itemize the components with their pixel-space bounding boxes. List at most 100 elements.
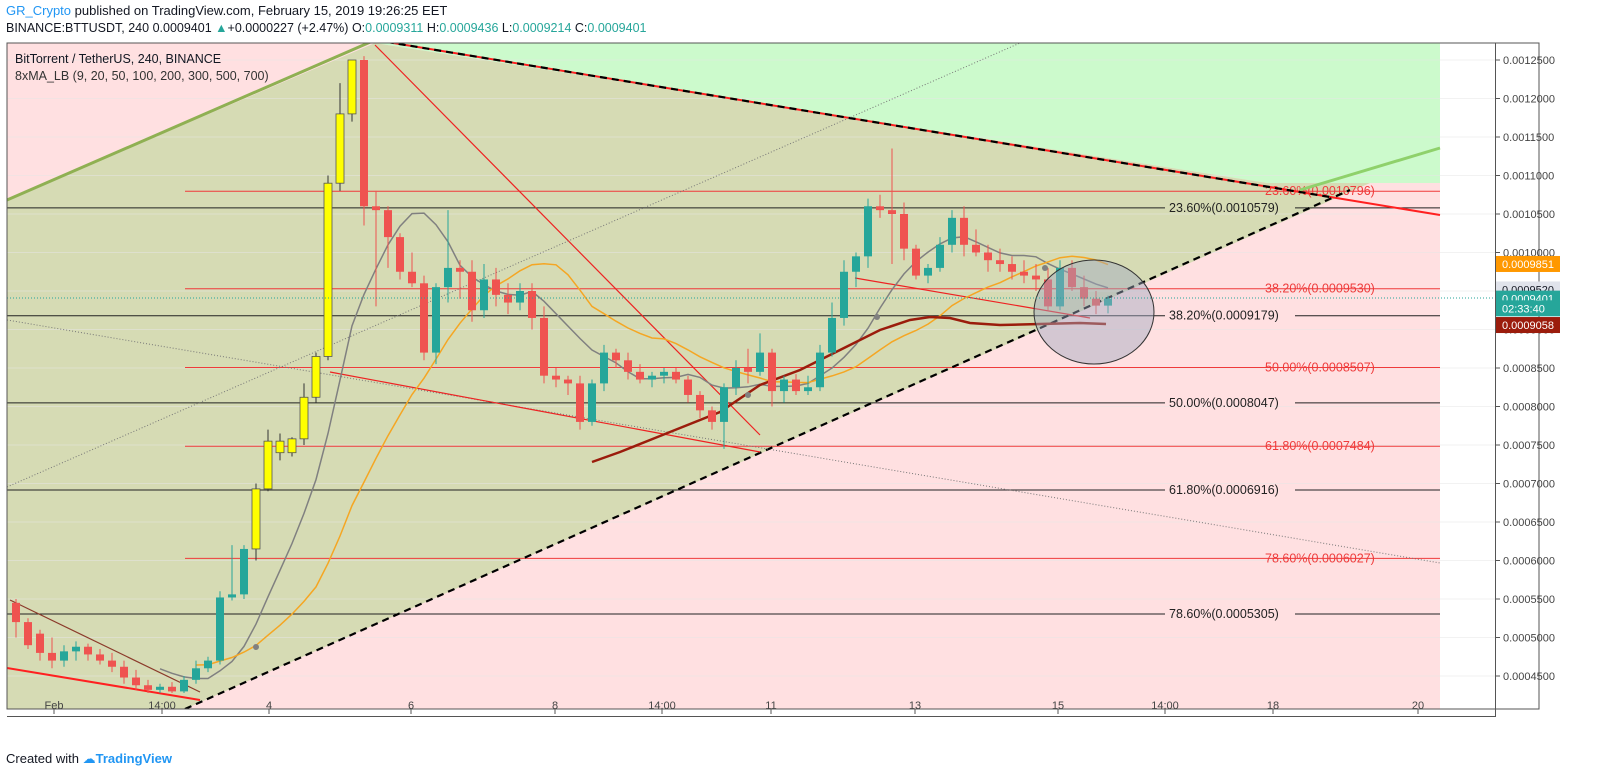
candle-body [299, 396, 309, 440]
ma50-line [591, 315, 1107, 464]
candle-body [900, 214, 908, 249]
last-price: 0.0009401 [152, 21, 212, 35]
x-tick-label: 14:00 [1151, 700, 1179, 712]
tradingview-brand[interactable]: TradingView [95, 751, 172, 766]
candle-body [347, 59, 357, 115]
chart-title: BitTorrent / TetherUS, 240, BINANCE [15, 52, 222, 66]
created-with-text: Created with [6, 751, 79, 766]
fib-red-label: 61.80%(0.0007484) [1265, 439, 1375, 453]
candle-body [192, 668, 200, 680]
y-tick-label: 0.0005500 [1503, 594, 1555, 606]
tradingview-logo-icon: ☁ [82, 751, 96, 766]
x-tick-label: 14:00 [648, 700, 676, 712]
candle-body [684, 379, 692, 395]
indicator-label[interactable]: 8xMA_LB (9, 20, 50, 100, 200, 300, 500, … [15, 69, 269, 83]
candle-body [251, 488, 261, 550]
candle-body [72, 646, 80, 652]
up-arrow-icon: ▲ [215, 21, 228, 35]
candle-body [612, 352, 620, 361]
candle-body [396, 237, 404, 272]
y-tick-label: 0.0006500 [1503, 517, 1555, 529]
candle-body [275, 440, 285, 454]
candle-body [636, 371, 644, 380]
brown-downtrend-line [9, 599, 201, 693]
x-tick-label: 20 [1412, 700, 1424, 712]
candle-body [60, 651, 68, 661]
fib-black-label: 38.20%(0.0009179) [1169, 309, 1279, 323]
price-tags: 0.00098510.00095200.000940102:33:400.000… [1496, 255, 1560, 334]
candle-body [156, 686, 164, 690]
candle-body [36, 633, 44, 653]
x-tick-label: Feb [45, 700, 64, 712]
green-zone [375, 43, 1440, 183]
footer: Created with ☁TradingView [6, 751, 172, 767]
y-tick-label: 0.0012500 [1503, 55, 1555, 67]
fib-black-label: 50.00%(0.0008047) [1169, 396, 1279, 410]
candle-body [96, 654, 104, 661]
x-tick-label: 11 [765, 700, 776, 712]
candle-body [624, 360, 632, 372]
red-short-line [329, 371, 761, 453]
red-bottom-line [7, 667, 201, 701]
y-tick-label: 0.0005000 [1503, 633, 1555, 645]
candle-body [696, 394, 704, 411]
candle-body [1080, 287, 1088, 299]
price-tag-label: 02:33:40 [1502, 303, 1545, 315]
candle-body [576, 383, 584, 422]
y-tick-label: 0.0007500 [1503, 440, 1555, 452]
candle-body [311, 356, 321, 398]
ma-dot [1042, 265, 1048, 271]
candle-body [888, 210, 896, 214]
candle-body [420, 283, 428, 353]
candle-body [708, 410, 716, 422]
candle-body [876, 206, 884, 211]
candle-body [1056, 267, 1064, 307]
author-link[interactable]: GR_Crypto [6, 3, 72, 18]
candle-body [144, 685, 152, 690]
fib-red-label: 78.60%(0.0006027) [1265, 551, 1375, 565]
x-tick-label: 13 [909, 700, 921, 712]
low-value: 0.0009214 [512, 21, 572, 35]
dashed-resistance [386, 43, 1331, 199]
candle-body [516, 291, 524, 303]
close-value: 0.0009401 [587, 21, 647, 35]
candle-body [216, 597, 224, 661]
y-tick-label: 0.0007000 [1503, 479, 1555, 491]
price-change: +0.0000227 (+2.47%) [227, 21, 349, 35]
time-axis[interactable]: Feb 14:00 4 6 8 14:00 11 13 15 14:00 18 20 [45, 700, 1425, 714]
candle-body [792, 379, 800, 392]
red-short-line-2 [854, 277, 1091, 319]
candle-body [984, 252, 992, 261]
candle-body [852, 256, 860, 272]
price-tag [1496, 300, 1560, 317]
candle-body [84, 646, 92, 655]
high-value: 0.0009436 [439, 21, 499, 35]
candle-body [240, 548, 248, 595]
candle-body [588, 383, 596, 422]
candle-body [228, 594, 236, 598]
candle-body [480, 279, 488, 311]
fib-red-label: 38.20%(0.0009530) [1265, 282, 1375, 296]
candle-body [804, 387, 812, 392]
publish-line: GR_Crypto published on TradingView.com, … [6, 3, 447, 18]
plot-area: 23.60%(0.0010796) 38.20%(0.0009530) 50.00%… [7, 43, 1539, 709]
y-tick-label: 0.0008500 [1503, 363, 1555, 375]
price-tag-label: 0.0009851 [1502, 259, 1554, 271]
candle-body [360, 60, 368, 207]
candle-body [1044, 279, 1052, 307]
candle-body [540, 317, 548, 376]
green-trendline [1299, 146, 1441, 192]
candle-body [287, 438, 297, 454]
y-tick-label: 0.0004500 [1503, 671, 1555, 683]
candle-body [924, 267, 932, 276]
candle-body [323, 182, 333, 357]
candle-body [408, 271, 416, 284]
candle-body [180, 679, 188, 692]
candle-body [504, 294, 512, 303]
x-tick-label: 8 [552, 700, 558, 712]
candle-body [120, 666, 128, 678]
ma-dot [874, 314, 880, 320]
close-label: C: [574, 21, 588, 35]
candle-body [936, 244, 944, 268]
